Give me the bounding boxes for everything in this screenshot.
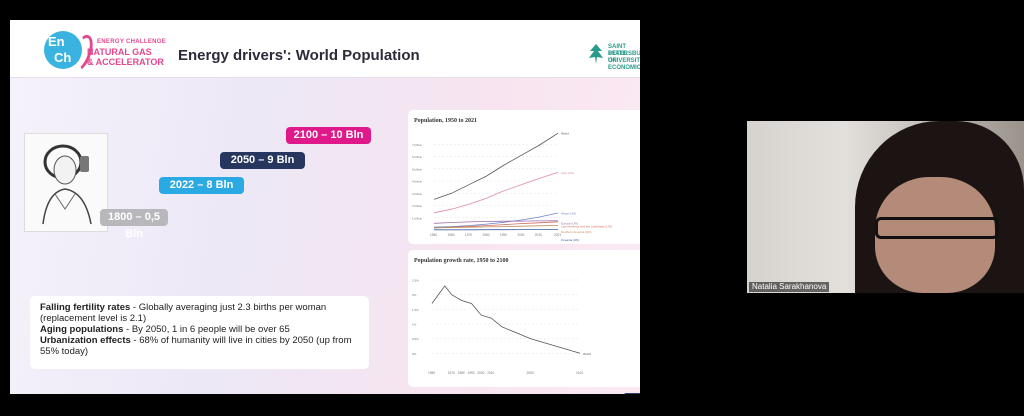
growth-rate-chart: Population growth rate, 1950 to 2100 2.5%… (408, 250, 640, 387)
population-2100-label: 2100 – 10 Bln (286, 127, 371, 144)
population-chart-series-line (433, 212, 559, 228)
population-chart-y-tick-label: 3 billion (412, 192, 423, 196)
population-chart-series-line (433, 132, 559, 200)
fact-urbanization-label: Urbanization effects (40, 335, 131, 346)
growth-rate-chart-x-tick-label: 1990 (467, 371, 474, 375)
population-chart-series-label: Europe (UN) (561, 221, 578, 225)
header-divider (10, 77, 640, 78)
growth-rate-chart-y-tick-label: 1.5% (412, 308, 419, 312)
population-chart-y-tick-label: 6 billion (412, 155, 423, 159)
fact-aging-text: - By 2050, 1 in 6 people will be over 65 (123, 324, 290, 335)
growth-rate-chart-x-tick-label: 1980 (458, 371, 465, 375)
facts-box: Falling fertility rates - Globally avera… (30, 296, 369, 369)
population-chart-x-tick-label: 2010 (535, 233, 542, 237)
population-chart-series-label: Asia (UN) (561, 171, 574, 175)
page-number: 2 (624, 393, 640, 394)
growth-rate-chart-x-tick-label: 2010 (487, 371, 494, 375)
population-chart-y-tick-label: 5 billion (412, 167, 423, 171)
population-2050-label: 2050 – 9 Bln (220, 152, 305, 169)
participant-video-tile[interactable]: Natalia Sarakhanova (747, 121, 1024, 293)
growth-rate-chart-x-tick-label: 1950 (428, 371, 435, 375)
logo-ch-text: Ch (54, 50, 72, 65)
population-chart-series-line (433, 220, 559, 224)
population-chart-series-line (433, 172, 559, 214)
population-chart-x-tick-label: 1980 (482, 233, 489, 237)
presentation-slide: En Ch ENERGY CHALLENGE NATURAL GAS & ACC… (10, 20, 640, 394)
population-chart-y-tick-label: 7 billion (412, 143, 423, 147)
fact-urbanization-text: - 68% of humanity will live in cities by… (40, 335, 352, 357)
fact-fertility: Falling fertility rates - Globally avera… (40, 302, 359, 324)
population-chart-title: Population, 1950 to 2021 (414, 118, 477, 124)
university-name-line-2: STATE UNIVERSITY (608, 51, 640, 64)
growth-rate-chart-title: Population growth rate, 1950 to 2100 (414, 258, 509, 264)
brand-line-3: & ACCELERATOR (87, 57, 164, 67)
participant-name-label: Natalia Sarakhanova (749, 282, 830, 292)
university-name-line-1: SAINT PETERSBURG (608, 44, 640, 57)
portrait-sketch-image (24, 133, 108, 232)
population-chart-series-label: Northern America (UN) (561, 230, 592, 234)
population-chart-y-tick-label: 1 billion (412, 216, 423, 220)
university-name-line-3: OF ECONOMICS (608, 58, 640, 71)
population-chart-series-label: Oceania (UN) (561, 238, 579, 242)
participant-face (875, 177, 995, 293)
growth-rate-chart-x-tick-label: 2050 (527, 371, 534, 375)
growth-rate-chart-y-tick-label: 2% (412, 293, 417, 297)
growth-rate-chart-y-tick-label: 1% (412, 323, 417, 327)
growth-rate-chart-y-tick-label: 0.5% (412, 337, 419, 341)
fact-aging-label: Aging populations (40, 324, 124, 335)
population-chart-series-label: Latin America and the Caribbean (UN) (561, 224, 612, 228)
population-chart-series-label: World (561, 132, 569, 136)
logo-en-text: En (48, 34, 65, 49)
growth-rate-chart-series-line (431, 285, 581, 354)
university-logo-icon (589, 44, 603, 64)
growth-rate-chart-series-label: World (583, 352, 591, 356)
fact-urbanization: Urbanization effects - 68% of humanity w… (40, 335, 359, 357)
brand-line-1: ENERGY CHALLENGE (97, 39, 167, 45)
population-chart-x-tick-label: 1960 (447, 233, 454, 237)
participant-glasses (875, 217, 999, 239)
brand-line-2: NATURAL GAS (87, 47, 152, 57)
population-chart-y-tick-label: 4 billion (412, 180, 423, 184)
population-chart-series-line (433, 225, 559, 229)
growth-rate-chart-y-tick-label: 0% (412, 352, 417, 356)
growth-rate-chart-x-tick-label: 2100 (576, 371, 583, 375)
growth-rate-chart-x-tick-label: 1970 (448, 371, 455, 375)
population-1800-label: 1800 – 0,5 Bln (100, 209, 168, 240)
fact-aging: Aging populations - By 2050, 1 in 6 peop… (40, 324, 359, 335)
population-chart-x-tick-label: 1970 (465, 233, 472, 237)
population-chart-x-tick-label: 2021 (554, 233, 561, 237)
population-chart-x-tick-label: 2000 (517, 233, 524, 237)
population-chart-series-label: Africa (UN) (561, 211, 576, 215)
population-chart-y-tick-label: 2 billion (412, 204, 423, 208)
fact-fertility-label: Falling fertility rates (40, 302, 131, 313)
slide-title: Energy drivers': World Population (178, 47, 420, 64)
growth-rate-chart-x-tick-label: 2000 (477, 371, 484, 375)
fact-fertility-text: - Globally averaging just 2.3 births per… (40, 302, 327, 324)
population-chart: Population, 1950 to 2021 1 billion 2 billi… (408, 110, 640, 244)
growth-rate-chart-y-tick-label: 2.5% (412, 279, 419, 283)
population-chart-x-tick-label: 1990 (500, 233, 507, 237)
population-2022-label: 2022 – 8 Bln (159, 177, 244, 194)
enerch-logo-icon (44, 31, 82, 69)
population-chart-x-tick-label: 1950 (430, 233, 437, 237)
